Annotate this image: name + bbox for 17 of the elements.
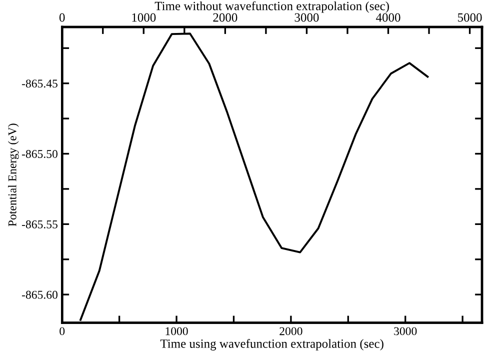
x2-axis-title: Time without wavefunction extrapolation (sec) [154,1,389,13]
x2-tick-label: 2000 [213,13,238,22]
y-tick-label: -865.55 [22,220,58,228]
x2-tick-label: 5000 [458,13,482,22]
y-tick-label: -865.60 [22,290,58,299]
y-tick-label: -865.50 [22,150,58,158]
x-axis-title: Time using wavefunction extrapolation (sec) [160,338,384,350]
x2-tick-label: 0 [59,13,65,22]
x-tick-label: 3000 [394,327,417,336]
x-tick-label: 2000 [280,327,302,336]
x-tick-label: 1000 [166,327,188,336]
y-tick-label: -865.45 [22,80,58,88]
x2-tick-label: 3000 [294,13,319,22]
x-tick-label: 0 [60,327,65,336]
x2-tick-label: 4000 [376,13,400,22]
x2-tick-label: 1000 [132,13,156,22]
y-axis-title: Potential Energy (eV) [8,124,19,226]
